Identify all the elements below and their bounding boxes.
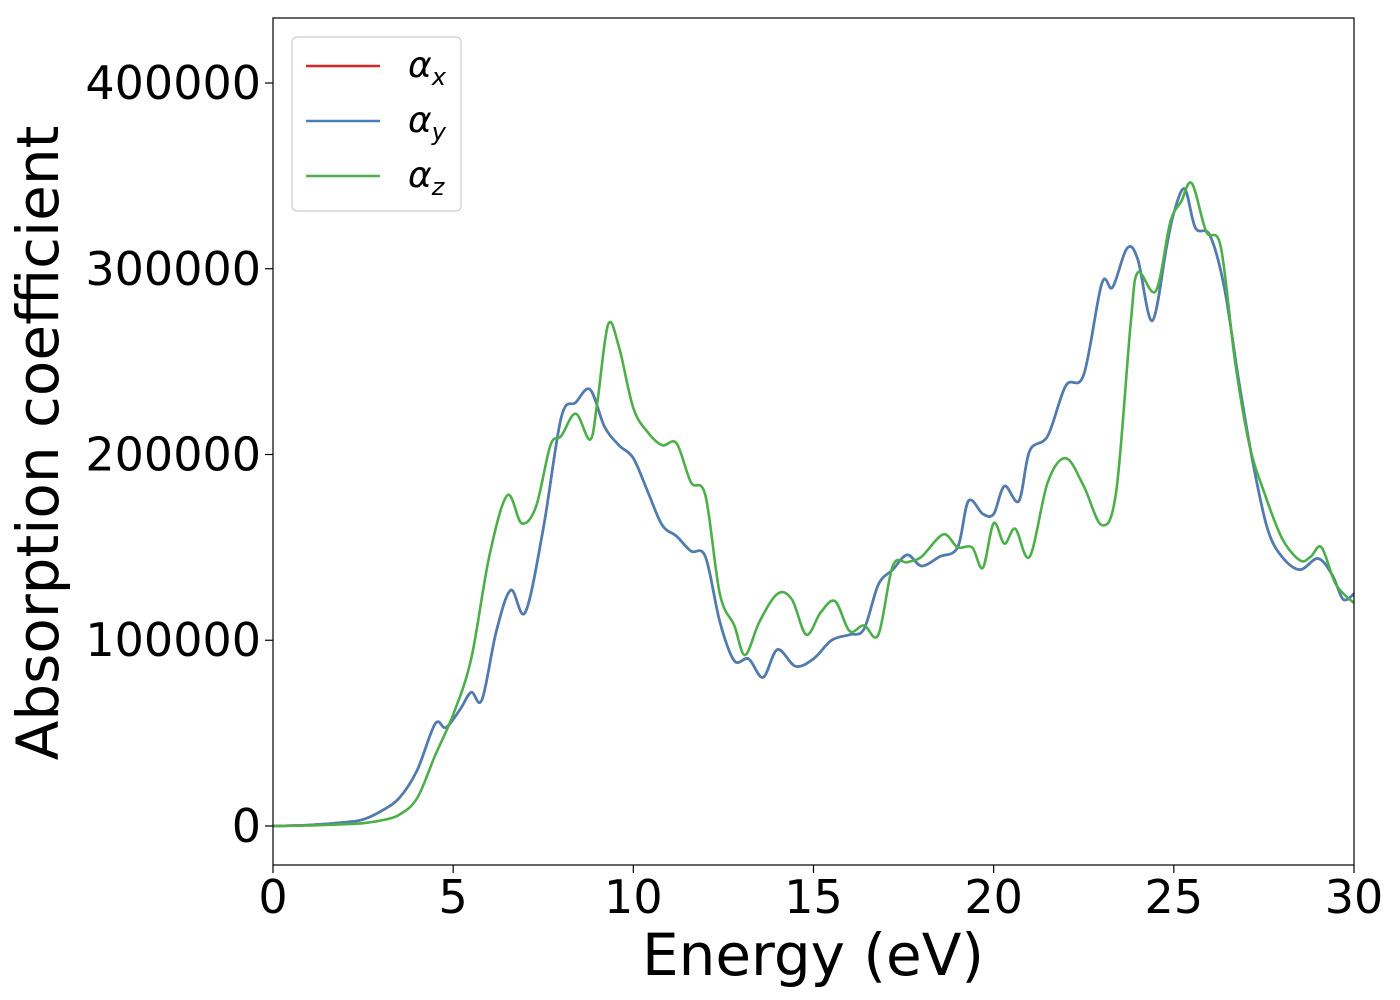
axes-layer: 0 5 10 15 20 25 30 0 100000 200000 300000 400000: [85, 17, 1384, 924]
x-tick-label: 5: [439, 870, 468, 924]
x-tick-label: 25: [1145, 870, 1204, 924]
x-tick-label: 15: [784, 870, 843, 924]
x-tick-label: 0: [258, 870, 287, 924]
y-tick-label: 300000: [85, 242, 261, 296]
series-line-z: [273, 181, 1354, 828]
series-layer: [273, 181, 1354, 828]
x-tick-label: 30: [1325, 870, 1384, 924]
x-tick-label: 10: [604, 870, 663, 924]
x-tick-label: 20: [964, 870, 1023, 924]
x-axis-title: Energy (eV): [642, 921, 984, 989]
y-tick-label: 400000: [85, 56, 261, 110]
y-tick-label: 200000: [85, 428, 261, 482]
series-line-x: [273, 187, 1354, 828]
series-line-y: [273, 187, 1354, 828]
y-axis-title: Absorption coefficient: [4, 126, 72, 761]
legend-label-x: αx: [408, 45, 447, 91]
legend-label-y: αy: [408, 100, 447, 146]
legend: αx αy αz: [291, 36, 462, 212]
legend-box: [291, 36, 462, 212]
y-tick-label: 0: [232, 799, 261, 853]
legend-label-z: αz: [408, 155, 446, 201]
y-tick-label: 100000: [85, 613, 261, 667]
